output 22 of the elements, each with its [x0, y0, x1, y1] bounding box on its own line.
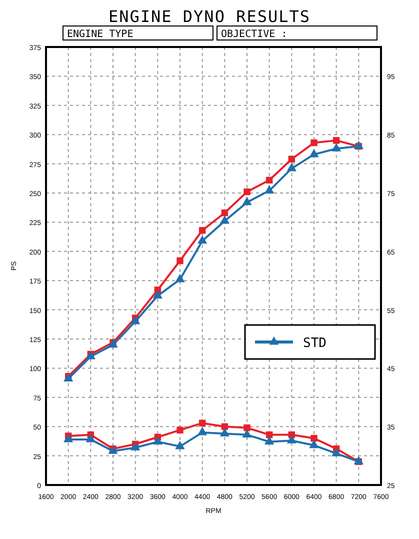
legend-label: STD: [303, 336, 327, 351]
point: [286, 162, 296, 172]
point: [175, 274, 185, 282]
point: [310, 139, 318, 146]
point: [266, 176, 273, 184]
point: [242, 196, 252, 206]
point: [130, 316, 140, 324]
point: [244, 188, 250, 196]
point: [152, 290, 162, 299]
point: [309, 148, 319, 158]
point: [332, 143, 342, 152]
point: [176, 257, 184, 264]
point: [198, 235, 208, 244]
chart-title: ENGINE DYNO RESULTS: [108, 7, 311, 26]
text: ENGINE TYPE: [67, 29, 134, 40]
point: [221, 210, 228, 216]
point: [198, 227, 206, 234]
point: [332, 137, 340, 144]
point: [220, 215, 230, 224]
point: [264, 185, 274, 194]
text: OBJECTIVE :: [221, 29, 288, 40]
point: [288, 156, 296, 162]
